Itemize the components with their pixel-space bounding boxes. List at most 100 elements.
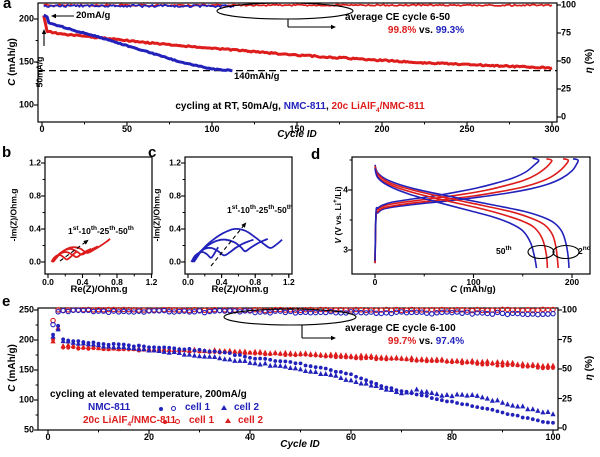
tick-label: 250 — [459, 124, 475, 134]
tick-label: 0.4 — [76, 277, 89, 287]
avg-ce-red-value: 99.8% — [387, 25, 417, 36]
eta-units: (%) — [583, 48, 595, 68]
tick-label: 100 — [18, 394, 34, 405]
tick-label: 100 — [18, 99, 34, 110]
y-label-symbol: C — [6, 78, 18, 86]
panel-e-avg-ce-values: 99.7% vs. 97.4% — [387, 336, 465, 347]
panel-a-rate-20-annotation: 20mA/g — [76, 10, 111, 21]
y-label-units: (mAh/g) — [6, 38, 18, 79]
tick-label: 20 — [143, 432, 155, 442]
panel-a-avg-ce-values: 99.8% vs. 99.3% — [346, 25, 506, 37]
tick-label: 75 — [561, 27, 572, 38]
panel-a-letter: a — [3, 0, 12, 12]
tick-label: 100 — [545, 432, 561, 442]
panel-c-letter: c — [148, 144, 157, 161]
panel-d-letter: d — [311, 146, 321, 163]
tick-label: 0.8 — [249, 277, 262, 287]
tick-label: 25 — [561, 83, 572, 94]
avg-ce-vs: vs. — [416, 25, 436, 36]
panel-a-dashed-line-label: 140mAh/g — [234, 71, 280, 82]
tick-label: 200 — [374, 124, 390, 134]
panel-e-y-left-label: C (mAh/g) — [6, 344, 18, 392]
panel-d-2nd-annotation: 2nd — [578, 245, 591, 256]
panel-a-x-label: Cycle ID — [277, 129, 317, 140]
panel-d-y-label: V (V vs. Li+/Li) — [332, 186, 343, 244]
tick-label: 0 — [561, 111, 567, 122]
legend-lialf4-name: 20c LiAlF4/NMC-811 — [83, 415, 177, 428]
tick-label: 0.8 — [29, 190, 41, 201]
caption-lialf4-post: /NMC-811 — [379, 101, 425, 112]
tick-label: 25 — [562, 392, 573, 403]
tick-label: 100 — [562, 304, 578, 315]
panel-b-letter: b — [2, 144, 12, 161]
legend-blue-cell1-label: cell 1 — [185, 402, 211, 413]
panel-a-y-left-label: C (mAh/g) — [6, 38, 19, 86]
tick-label: 0.4 — [29, 223, 41, 234]
legend-blue-triangle-icon — [221, 405, 227, 410]
tick-label: 60 — [345, 432, 357, 442]
legend-red-triangle-icon — [225, 418, 231, 423]
tick-label: 75 — [562, 333, 573, 344]
panel-a-rate-50-annotation: 50mA/g — [34, 56, 45, 88]
panel-a-avg-ce-title: average CE cycle 6-50 — [345, 12, 451, 23]
tick-label: 50 — [121, 124, 133, 134]
tick-label: 100 — [561, 0, 577, 10]
tick-label: 0 — [562, 422, 568, 433]
caption-lialf4-sub: 4 — [376, 107, 380, 114]
caption-separator: , — [325, 101, 332, 112]
panel-c-y-label: -Im(Z)/Ohm.g — [151, 188, 162, 242]
panel-c-cycle-annotation: 1st-10th-25th-50th — [227, 204, 293, 215]
tick-label: 3 — [343, 244, 348, 255]
tick-label: 200 — [18, 13, 34, 24]
tick-label: 100 — [466, 277, 481, 287]
legend-blue-cell2-label: cell 2 — [234, 402, 260, 413]
tick-label: 0.0 — [29, 256, 41, 267]
tick-label: 0 — [45, 432, 51, 442]
panel-e-x-label: Cycle ID — [280, 439, 320, 450]
panel-e-y-right-label: η (%) — [583, 355, 595, 381]
tick-label: 0.4 — [215, 277, 228, 287]
panel-a-caption: cycling at RT, 50mA/g, NMC-811, 20c LiAl… — [175, 101, 425, 115]
panel-d-50th-annotation: 50th — [496, 245, 512, 256]
avg-ce-blue-value: 99.3% — [435, 25, 465, 36]
tick-label: 50 — [562, 363, 573, 374]
tick-label: 0.0 — [182, 277, 194, 287]
legend-nmc811-name: NMC-811 — [88, 402, 131, 413]
tick-label: 40 — [244, 432, 256, 442]
tick-label: 50 — [561, 55, 572, 66]
tick-label: 100 — [204, 124, 220, 134]
panel-b-x-label: Re(Z)/Ohm.g — [70, 284, 128, 295]
caption-conditions: cycling at RT, 50mA/g, — [175, 101, 284, 112]
panel-b-y-label: -Im(Z)/Ohm.g — [8, 188, 19, 242]
panel-a-y-right-label: η (%) — [583, 48, 596, 73]
legend-blue-filled-circle-icon — [159, 407, 163, 411]
legend-red-filled-circle-icon — [163, 420, 167, 424]
tick-label: 0.8 — [111, 277, 123, 287]
tick-label: 250 — [18, 304, 34, 315]
panel-e-caption: cycling at elevated temperature, 200mA/g — [50, 389, 247, 400]
tick-label: 0 — [372, 277, 378, 287]
tick-label: 4 — [343, 184, 348, 195]
tick-label: 300 — [544, 124, 560, 134]
tick-label: 200 — [18, 334, 34, 345]
tick-label: 1.2 — [29, 157, 41, 168]
tick-label: 150 — [18, 364, 34, 375]
tick-label: 0.4 — [169, 223, 181, 234]
panel-c-x-label: Re(Z)/Ohm.g — [211, 284, 269, 295]
legend-blue-open-circle-icon — [171, 406, 176, 411]
tick-label: 150 — [18, 56, 34, 67]
tick-label: 1.2 — [145, 277, 158, 287]
tick-label: 150 — [289, 124, 305, 134]
caption-nmc811: NMC-811 — [283, 101, 326, 112]
panel-e-letter: e — [2, 293, 11, 310]
legend-red-cell1-label: cell 1 — [189, 415, 215, 426]
caption-lialf4: 20c LiAlF4/NMC-811 — [331, 101, 425, 114]
tick-label: 1.2 — [282, 277, 295, 287]
panel-e-avg-ce-title: average CE cycle 6-100 — [345, 323, 456, 334]
tick-label: 0.8 — [169, 190, 181, 201]
tick-label: 0.0 — [169, 256, 181, 267]
caption-lialf4-pre: 20c LiAlF — [331, 101, 377, 112]
panel-b-cycle-annotation: 1st-10th-25th-50th — [68, 225, 134, 236]
